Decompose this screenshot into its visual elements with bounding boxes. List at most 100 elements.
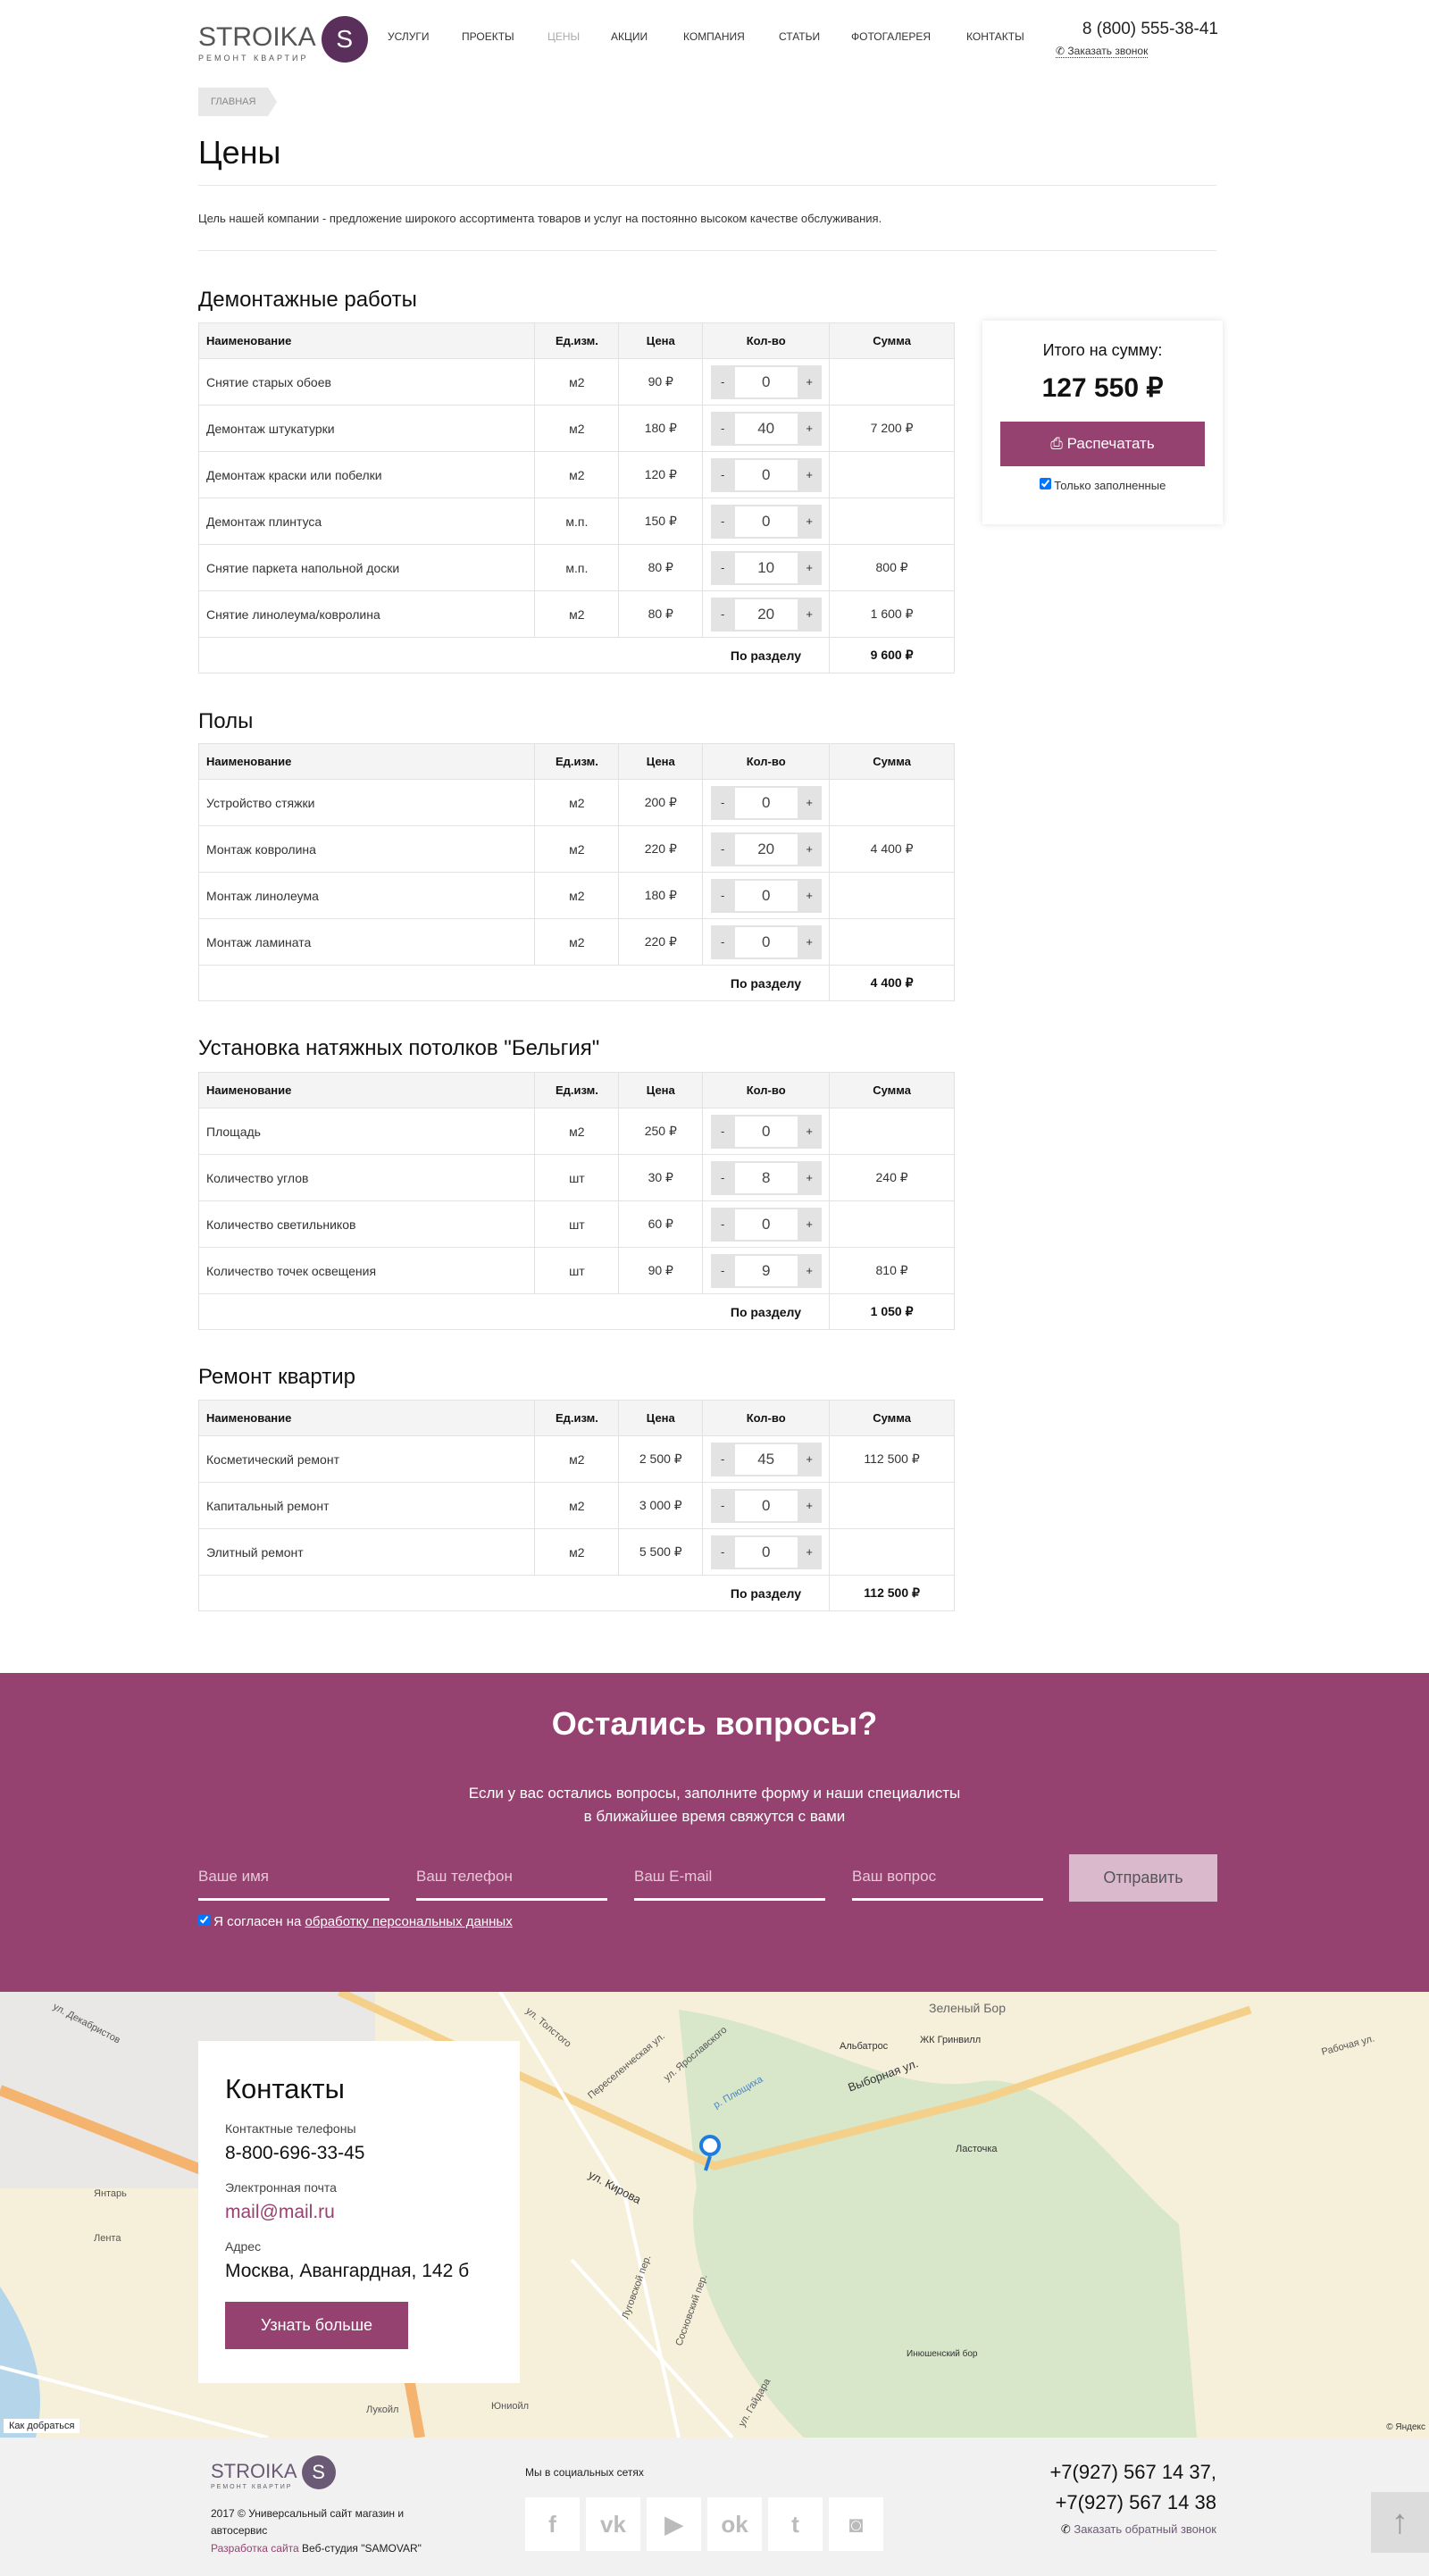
consent-label: Я согласен на [213, 1914, 305, 1929]
footer-callback-link[interactable]: ✆ Заказать обратный звонок [1061, 2522, 1216, 2537]
quantity-input[interactable] [734, 1162, 798, 1193]
quantity-input[interactable] [734, 506, 798, 537]
decrement-button[interactable]: - [721, 468, 725, 481]
quantity-input[interactable] [734, 598, 798, 630]
vk-icon[interactable]: vk [586, 2497, 640, 2551]
increment-button[interactable]: + [806, 607, 813, 621]
social-links: f vk ▶ ok t ◙ [525, 2497, 883, 2551]
nav-item[interactable]: СТАТЬИ [779, 30, 821, 43]
submit-button[interactable]: Отправить [1069, 1854, 1217, 1902]
decrement-button[interactable]: - [721, 1452, 725, 1466]
increment-button[interactable]: + [806, 1452, 813, 1466]
youtube-icon[interactable]: ▶ [647, 2497, 701, 2551]
quantity-input[interactable] [734, 880, 798, 911]
logo[interactable]: STROIKA РЕМОНТ КВАРТИР S [198, 16, 368, 66]
increment-button[interactable]: + [806, 375, 813, 389]
phone-input[interactable]: Ваш телефон [416, 1861, 607, 1901]
quantity-input[interactable] [734, 459, 798, 490]
quantity-input[interactable] [734, 1209, 798, 1240]
nav-item[interactable]: КОНТАКТЫ [966, 30, 1024, 43]
facebook-icon[interactable]: f [525, 2497, 580, 2551]
decrement-button[interactable]: - [721, 422, 725, 435]
increment-button[interactable]: + [806, 935, 813, 949]
only-filled-option[interactable]: Только заполненные [982, 478, 1223, 492]
decrement-button[interactable]: - [721, 1545, 725, 1559]
increment-button[interactable]: + [806, 796, 813, 809]
quantity-input[interactable] [734, 1443, 798, 1475]
developer-link[interactable]: Разработка сайта [211, 2542, 299, 2555]
decrement-button[interactable]: - [721, 1217, 725, 1231]
increment-button[interactable]: + [806, 1499, 813, 1512]
map-copyright: © Яндекс [1386, 2422, 1425, 2432]
route-button[interactable]: Как добраться [4, 2419, 80, 2433]
contact-phone[interactable]: 8-800-696-33-45 [225, 2143, 365, 2163]
decrement-button[interactable]: - [721, 889, 725, 902]
email-input[interactable]: Ваш E-mail [634, 1861, 825, 1901]
decrement-button[interactable]: - [721, 1125, 725, 1138]
increment-button[interactable]: + [806, 561, 813, 574]
footer-phone[interactable]: +7(927) 567 14 37, [1049, 2461, 1216, 2483]
increment-button[interactable]: + [806, 1171, 813, 1184]
quantity-input[interactable] [734, 1536, 798, 1568]
increment-button[interactable]: + [806, 514, 813, 528]
print-button[interactable]: ⎙ Распечатать [1000, 422, 1205, 466]
decrement-button[interactable]: - [721, 375, 725, 389]
quantity-input[interactable] [734, 833, 798, 865]
decrement-button[interactable]: - [721, 1499, 725, 1512]
nav-item[interactable]: ФОТОГАЛЕРЕЯ [851, 30, 932, 43]
quantity-input[interactable] [734, 926, 798, 958]
privacy-link[interactable]: обработку персональных данных [305, 1914, 513, 1929]
increment-button[interactable]: + [806, 842, 813, 856]
quantity-input[interactable] [734, 1490, 798, 1521]
breadcrumb-home[interactable]: ГЛАВНАЯ [198, 88, 279, 116]
scroll-top-button[interactable]: ↑ [1371, 2492, 1429, 2553]
decrement-button[interactable]: - [721, 842, 725, 856]
increment-button[interactable]: + [806, 1545, 813, 1559]
footer-callback-label: Заказать обратный звонок [1074, 2522, 1216, 2536]
nav-item[interactable]: ПРОЕКТЫ [462, 30, 514, 43]
nav-item[interactable]: КОМПАНИЯ [683, 30, 745, 43]
nav-item[interactable]: АКЦИИ [611, 30, 648, 43]
decrement-button[interactable]: - [721, 935, 725, 949]
learn-more-button[interactable]: Узнать больше [225, 2302, 408, 2349]
nav-item[interactable]: УСЛУГИ [388, 30, 430, 43]
quantity-input[interactable] [734, 1255, 798, 1286]
decrement-button[interactable]: - [721, 561, 725, 574]
footer-logo[interactable]: STROIKA РЕМОНТ КВАРТИР S [211, 2455, 336, 2495]
instagram-icon[interactable]: ◙ [829, 2497, 883, 2551]
decrement-button[interactable]: - [721, 1264, 725, 1277]
decrement-button[interactable]: - [721, 514, 725, 528]
increment-button[interactable]: + [806, 468, 813, 481]
name-input[interactable]: Ваше имя [198, 1861, 389, 1901]
increment-button[interactable]: + [806, 1264, 813, 1277]
increment-button[interactable]: + [806, 422, 813, 435]
map-pin-icon[interactable] [699, 2135, 721, 2171]
item-sum [829, 872, 955, 919]
quantity-input[interactable] [734, 552, 798, 583]
increment-button[interactable]: + [806, 1125, 813, 1138]
odnoklassniki-icon[interactable]: ok [707, 2497, 762, 2551]
consent-checkbox[interactable] [198, 1914, 210, 1926]
nav-item[interactable]: ЦЕНЫ [547, 30, 581, 43]
twitter-icon[interactable]: t [768, 2497, 823, 2551]
item-sum: 4 400 ₽ [829, 825, 955, 873]
quantity-input[interactable] [734, 1116, 798, 1147]
section-total-row: По разделу 9 600 ₽ [197, 637, 955, 673]
quantity-input[interactable] [734, 366, 798, 397]
increment-button[interactable]: + [806, 1217, 813, 1231]
increment-button[interactable]: + [806, 889, 813, 902]
footer-phone[interactable]: +7(927) 567 14 38 [1055, 2491, 1216, 2513]
quantity-stepper: -+ [710, 832, 822, 866]
only-filled-checkbox[interactable] [1039, 478, 1051, 489]
decrement-button[interactable]: - [721, 796, 725, 809]
decrement-button[interactable]: - [721, 1171, 725, 1184]
decrement-button[interactable]: - [721, 607, 725, 621]
contact-email[interactable]: mail@mail.ru [225, 2202, 335, 2222]
table-header: Наименование Ед.изм. Цена Кол-во Сумма [197, 743, 955, 780]
header-phone[interactable]: 8 (800) 555-38-41 [1082, 20, 1218, 38]
quantity-input[interactable] [734, 787, 798, 818]
question-input[interactable]: Ваш вопрос [852, 1861, 1043, 1901]
quantity-input[interactable] [734, 413, 798, 444]
callback-link[interactable]: ✆ Заказать звонок [1056, 45, 1149, 58]
